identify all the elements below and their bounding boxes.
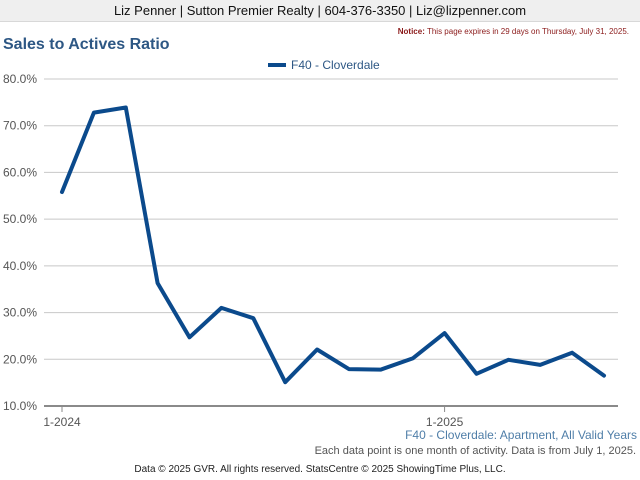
chart-title: Sales to Actives Ratio	[3, 36, 170, 53]
y-tick-label: 10.0%	[3, 399, 37, 413]
y-tick-label: 20.0%	[3, 352, 37, 366]
expiry-notice: Notice: This page expires in 29 days on …	[398, 27, 629, 36]
chart-subtitle: F40 - Cloverdale: Apartment, All Valid Y…	[405, 428, 637, 442]
header-contact-bar: Liz Penner | Sutton Premier Realty | 604…	[0, 0, 640, 22]
y-tick-label: 50.0%	[3, 212, 37, 226]
series-line-0	[60, 105, 606, 385]
x-tick-label: 1-2025	[426, 415, 464, 429]
y-tick-label: 60.0%	[3, 165, 37, 179]
copyright-text: Data © 2025 GVR. All rights reserved. St…	[134, 464, 506, 475]
x-tick-label: 1-2024	[43, 415, 81, 429]
notice-text: This page expires in 29 days on Thursday…	[424, 27, 629, 36]
y-tick-label: 70.0%	[3, 119, 37, 133]
y-tick-label: 40.0%	[3, 259, 37, 273]
legend-label: F40 - Cloverdale	[291, 58, 380, 72]
y-tick-label: 30.0%	[3, 306, 37, 320]
legend-swatch	[268, 63, 286, 67]
y-tick-label: 80.0%	[3, 72, 37, 86]
chart-footnote: Each data point is one month of activity…	[314, 445, 636, 457]
notice-label: Notice:	[397, 27, 425, 36]
chart-legend: F40 - Cloverdale	[268, 58, 380, 72]
header-contact-text: Liz Penner | Sutton Premier Realty | 604…	[113, 3, 527, 18]
